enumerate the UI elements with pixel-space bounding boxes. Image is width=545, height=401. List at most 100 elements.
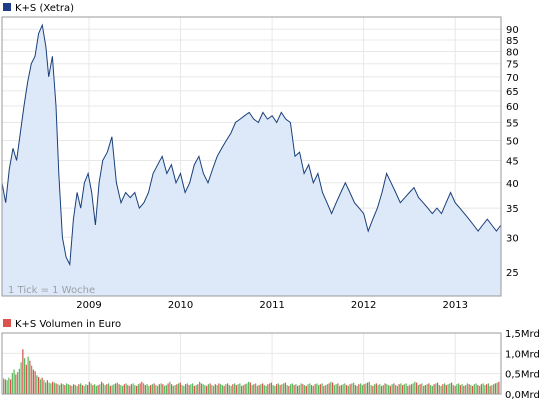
- volume-bar: [398, 384, 400, 394]
- volume-bar: [59, 385, 61, 394]
- volume-bar: [130, 384, 132, 394]
- volume-y-tick-label: 1,0Mrd: [505, 349, 540, 360]
- price-y-tick-label: 75: [506, 60, 519, 71]
- volume-bar: [489, 385, 491, 394]
- volume-bar: [428, 383, 430, 394]
- volume-bar: [8, 377, 10, 394]
- volume-bar: [94, 384, 96, 394]
- volume-legend-label: K+S Volumen in Euro: [15, 319, 121, 330]
- volume-bar: [241, 385, 243, 394]
- volume-bar: [6, 380, 8, 394]
- volume-bar: [102, 383, 104, 394]
- volume-y-tick-label: 0,5Mrd: [505, 370, 540, 381]
- price-x-tick-label: 2009: [76, 300, 101, 311]
- volume-bar: [81, 385, 83, 394]
- volume-bar: [209, 383, 211, 394]
- volume-bar: [190, 384, 192, 394]
- volume-bar: [389, 385, 391, 394]
- volume-bar: [151, 384, 153, 394]
- volume-bar: [353, 382, 355, 394]
- volume-bar: [155, 385, 157, 394]
- volume-bar: [438, 385, 440, 394]
- volume-bar: [150, 385, 152, 394]
- volume-bar: [433, 384, 435, 394]
- volume-bar: [403, 384, 405, 394]
- volume-y-tick-label: 1,5Mrd: [505, 329, 540, 340]
- volume-bar: [97, 385, 99, 394]
- volume-bar: [318, 385, 320, 394]
- volume-bar: [367, 382, 369, 394]
- volume-bar: [109, 385, 111, 394]
- volume-bar: [127, 385, 129, 394]
- volume-bar: [276, 384, 278, 394]
- volume-bar: [153, 383, 155, 394]
- volume-y-tick-label: 0,0Mrd: [505, 390, 540, 401]
- volume-bar: [342, 384, 344, 394]
- volume-bar: [484, 385, 486, 394]
- volume-bar: [216, 385, 218, 394]
- volume-bar: [426, 384, 428, 394]
- volume-bar: [325, 385, 327, 394]
- volume-bar: [375, 383, 377, 394]
- volume-bar: [160, 383, 162, 394]
- volume-bar: [143, 383, 145, 394]
- volume-bar: [263, 385, 265, 394]
- volume-bar: [279, 385, 281, 394]
- volume-y-axis: 0,0Mrd 0,5Mrd 1,0Mrd 1,5Mrd: [505, 329, 540, 401]
- volume-bar: [197, 384, 199, 394]
- volume-bar: [242, 385, 244, 394]
- volume-bar: [41, 377, 43, 394]
- volume-bar: [76, 385, 78, 394]
- volume-bar: [480, 384, 482, 394]
- volume-bar: [487, 383, 489, 394]
- volume-bar: [57, 384, 59, 394]
- volume-bar: [255, 383, 257, 394]
- volume-bar: [370, 385, 372, 394]
- volume-bar: [204, 385, 206, 394]
- volume-bar: [116, 382, 118, 394]
- volume-bar: [479, 385, 481, 394]
- price-y-tick-label: 35: [506, 204, 519, 215]
- price-line: [1, 23, 502, 267]
- volume-bar: [66, 383, 68, 394]
- volume-bar: [15, 374, 17, 394]
- volume-bar: [136, 385, 138, 394]
- volume-bar: [179, 382, 181, 394]
- volume-bar: [185, 384, 187, 394]
- price-y-tick-label: 40: [506, 179, 519, 190]
- volume-bar: [95, 385, 97, 394]
- volume-bar: [52, 381, 54, 394]
- volume-bar: [237, 384, 239, 394]
- volume-bar: [146, 384, 148, 394]
- volume-bar: [335, 384, 337, 394]
- price-legend-swatch: [3, 3, 11, 11]
- volume-bar: [246, 383, 248, 394]
- volume-bar: [73, 384, 75, 394]
- volume-bar: [286, 385, 288, 394]
- volume-bar: [309, 383, 311, 394]
- tick-note: 1 Tick = 1 Woche: [8, 285, 95, 296]
- volume-bar: [235, 385, 237, 394]
- volume-bar: [297, 385, 299, 394]
- volume-bar: [494, 383, 496, 394]
- volume-bar: [407, 385, 409, 394]
- volume-bar: [253, 384, 255, 394]
- volume-bar: [85, 384, 87, 394]
- volume-bar: [430, 385, 432, 394]
- volume-bar: [193, 385, 195, 394]
- volume-bar: [381, 385, 383, 394]
- volume-bar: [339, 385, 341, 394]
- volume-bar: [461, 384, 463, 394]
- price-y-tick-label: 30: [506, 233, 519, 244]
- volume-bar: [354, 385, 356, 394]
- volume-bar: [195, 385, 197, 394]
- volume-bar: [281, 384, 283, 394]
- volume-bar: [444, 383, 446, 394]
- volume-bar: [31, 365, 33, 394]
- volume-bar: [122, 385, 124, 394]
- volume-bar: [104, 385, 106, 394]
- volume-bar: [452, 385, 454, 394]
- volume-bar: [157, 385, 159, 394]
- volume-bar: [214, 384, 216, 394]
- volume-bar: [92, 385, 94, 394]
